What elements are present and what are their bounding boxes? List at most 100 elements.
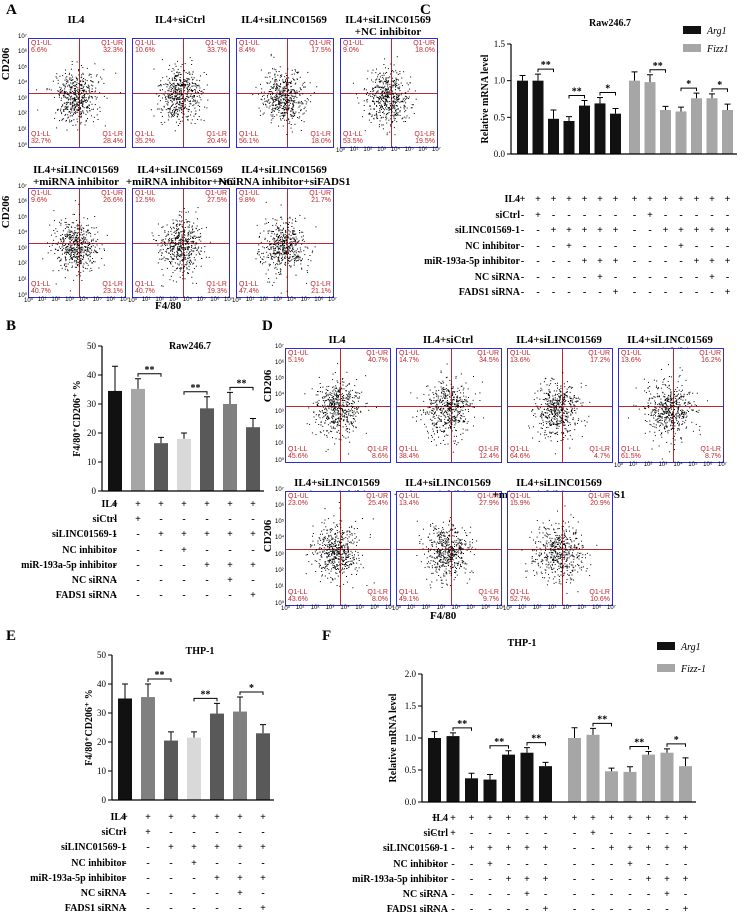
flow-event bbox=[359, 393, 360, 394]
flow-event bbox=[285, 256, 286, 257]
flow-event bbox=[162, 89, 163, 90]
condition-row-label: NC inhibitor bbox=[62, 545, 117, 556]
condition-cell: - bbox=[645, 272, 655, 283]
flow-event bbox=[63, 239, 64, 240]
flow-event bbox=[258, 94, 259, 95]
flow-event bbox=[204, 251, 205, 252]
flow-event bbox=[65, 93, 66, 94]
y-tick-label: 10² bbox=[275, 425, 284, 431]
y-tick-label: 10⁶ bbox=[275, 360, 284, 366]
flow-event bbox=[65, 249, 66, 250]
flow-event bbox=[93, 245, 94, 246]
flow-event bbox=[380, 112, 381, 113]
flow-event bbox=[462, 400, 463, 401]
flow-event bbox=[325, 415, 326, 416]
flow-event bbox=[172, 105, 173, 106]
flow-event bbox=[181, 95, 182, 96]
flow-event bbox=[455, 378, 456, 379]
flow-event bbox=[191, 227, 192, 228]
bar-1-0 bbox=[629, 81, 640, 154]
flow-event bbox=[263, 103, 264, 104]
flow-event bbox=[342, 381, 343, 382]
panel-a-y-axis-label-bottom: CD206 bbox=[0, 196, 12, 228]
flow-event bbox=[389, 112, 390, 113]
flow-event bbox=[449, 418, 450, 419]
flow-event bbox=[180, 231, 181, 232]
flow-event bbox=[353, 431, 354, 432]
flow-event bbox=[70, 115, 71, 116]
flow-event bbox=[60, 89, 61, 90]
flow-event bbox=[66, 222, 67, 223]
flow-event bbox=[169, 87, 170, 88]
flow-event bbox=[452, 393, 453, 394]
flow-event bbox=[302, 258, 303, 259]
flow-event bbox=[193, 71, 194, 72]
flow-event bbox=[59, 87, 60, 88]
flow-event bbox=[445, 416, 446, 417]
flow-event bbox=[176, 224, 177, 225]
flow-event bbox=[446, 405, 447, 406]
flow-event bbox=[171, 113, 172, 114]
flow-event bbox=[441, 406, 442, 407]
flow-event bbox=[204, 246, 205, 247]
flow-event bbox=[190, 254, 191, 255]
flow-event bbox=[452, 403, 453, 404]
flow-event bbox=[81, 225, 82, 226]
flow-event bbox=[281, 93, 282, 94]
flow-event bbox=[75, 237, 76, 238]
flow-event bbox=[62, 75, 63, 76]
flow-event bbox=[388, 96, 389, 97]
flow-event bbox=[306, 283, 307, 284]
flow-event bbox=[427, 385, 428, 386]
flow-event bbox=[188, 227, 189, 228]
flow-event bbox=[388, 77, 389, 78]
flow-event bbox=[345, 424, 346, 425]
flow-event bbox=[336, 414, 337, 415]
flow-event bbox=[267, 82, 268, 83]
flow-event bbox=[301, 268, 302, 269]
x-tick-label: 10⁰ bbox=[336, 147, 345, 154]
flow-event bbox=[81, 84, 82, 85]
flow-event bbox=[273, 105, 274, 106]
flow-event bbox=[386, 118, 387, 119]
flow-event bbox=[327, 437, 328, 438]
flow-event bbox=[280, 77, 281, 78]
flow-event bbox=[195, 86, 196, 87]
condition-cell: - bbox=[248, 545, 258, 556]
flow-event bbox=[330, 412, 331, 413]
flow-event bbox=[294, 93, 295, 94]
flow-event bbox=[180, 121, 181, 122]
flow-event bbox=[413, 104, 414, 105]
flow-event bbox=[288, 77, 289, 78]
flow-event bbox=[76, 77, 77, 78]
flow-event bbox=[463, 413, 464, 414]
flow-event bbox=[395, 134, 396, 135]
flow-event bbox=[201, 91, 202, 92]
flow-event bbox=[73, 233, 74, 234]
flow-event bbox=[164, 232, 165, 233]
flow-event bbox=[262, 263, 263, 264]
flow-event bbox=[382, 106, 383, 107]
flow-event bbox=[189, 79, 190, 80]
flow-event bbox=[288, 236, 289, 237]
flow-event bbox=[189, 262, 190, 263]
flow-event bbox=[463, 396, 464, 397]
flow-event bbox=[394, 108, 395, 109]
flow-event bbox=[454, 392, 455, 393]
flow-event bbox=[449, 380, 450, 381]
flow-event bbox=[388, 68, 389, 69]
flow-event bbox=[344, 388, 345, 389]
flow-event bbox=[193, 99, 194, 100]
flow-event bbox=[365, 375, 366, 376]
flow-event bbox=[181, 66, 182, 67]
flow-event bbox=[179, 215, 180, 216]
y-tick-label: 10⁵ bbox=[275, 376, 284, 382]
flow-event bbox=[66, 79, 67, 80]
flow-event bbox=[195, 100, 196, 101]
flow-event bbox=[348, 402, 349, 403]
flow-event bbox=[72, 84, 73, 85]
flow-event bbox=[277, 75, 278, 76]
flow-event bbox=[176, 85, 177, 86]
flow-event bbox=[79, 214, 80, 215]
flow-event bbox=[395, 102, 396, 103]
